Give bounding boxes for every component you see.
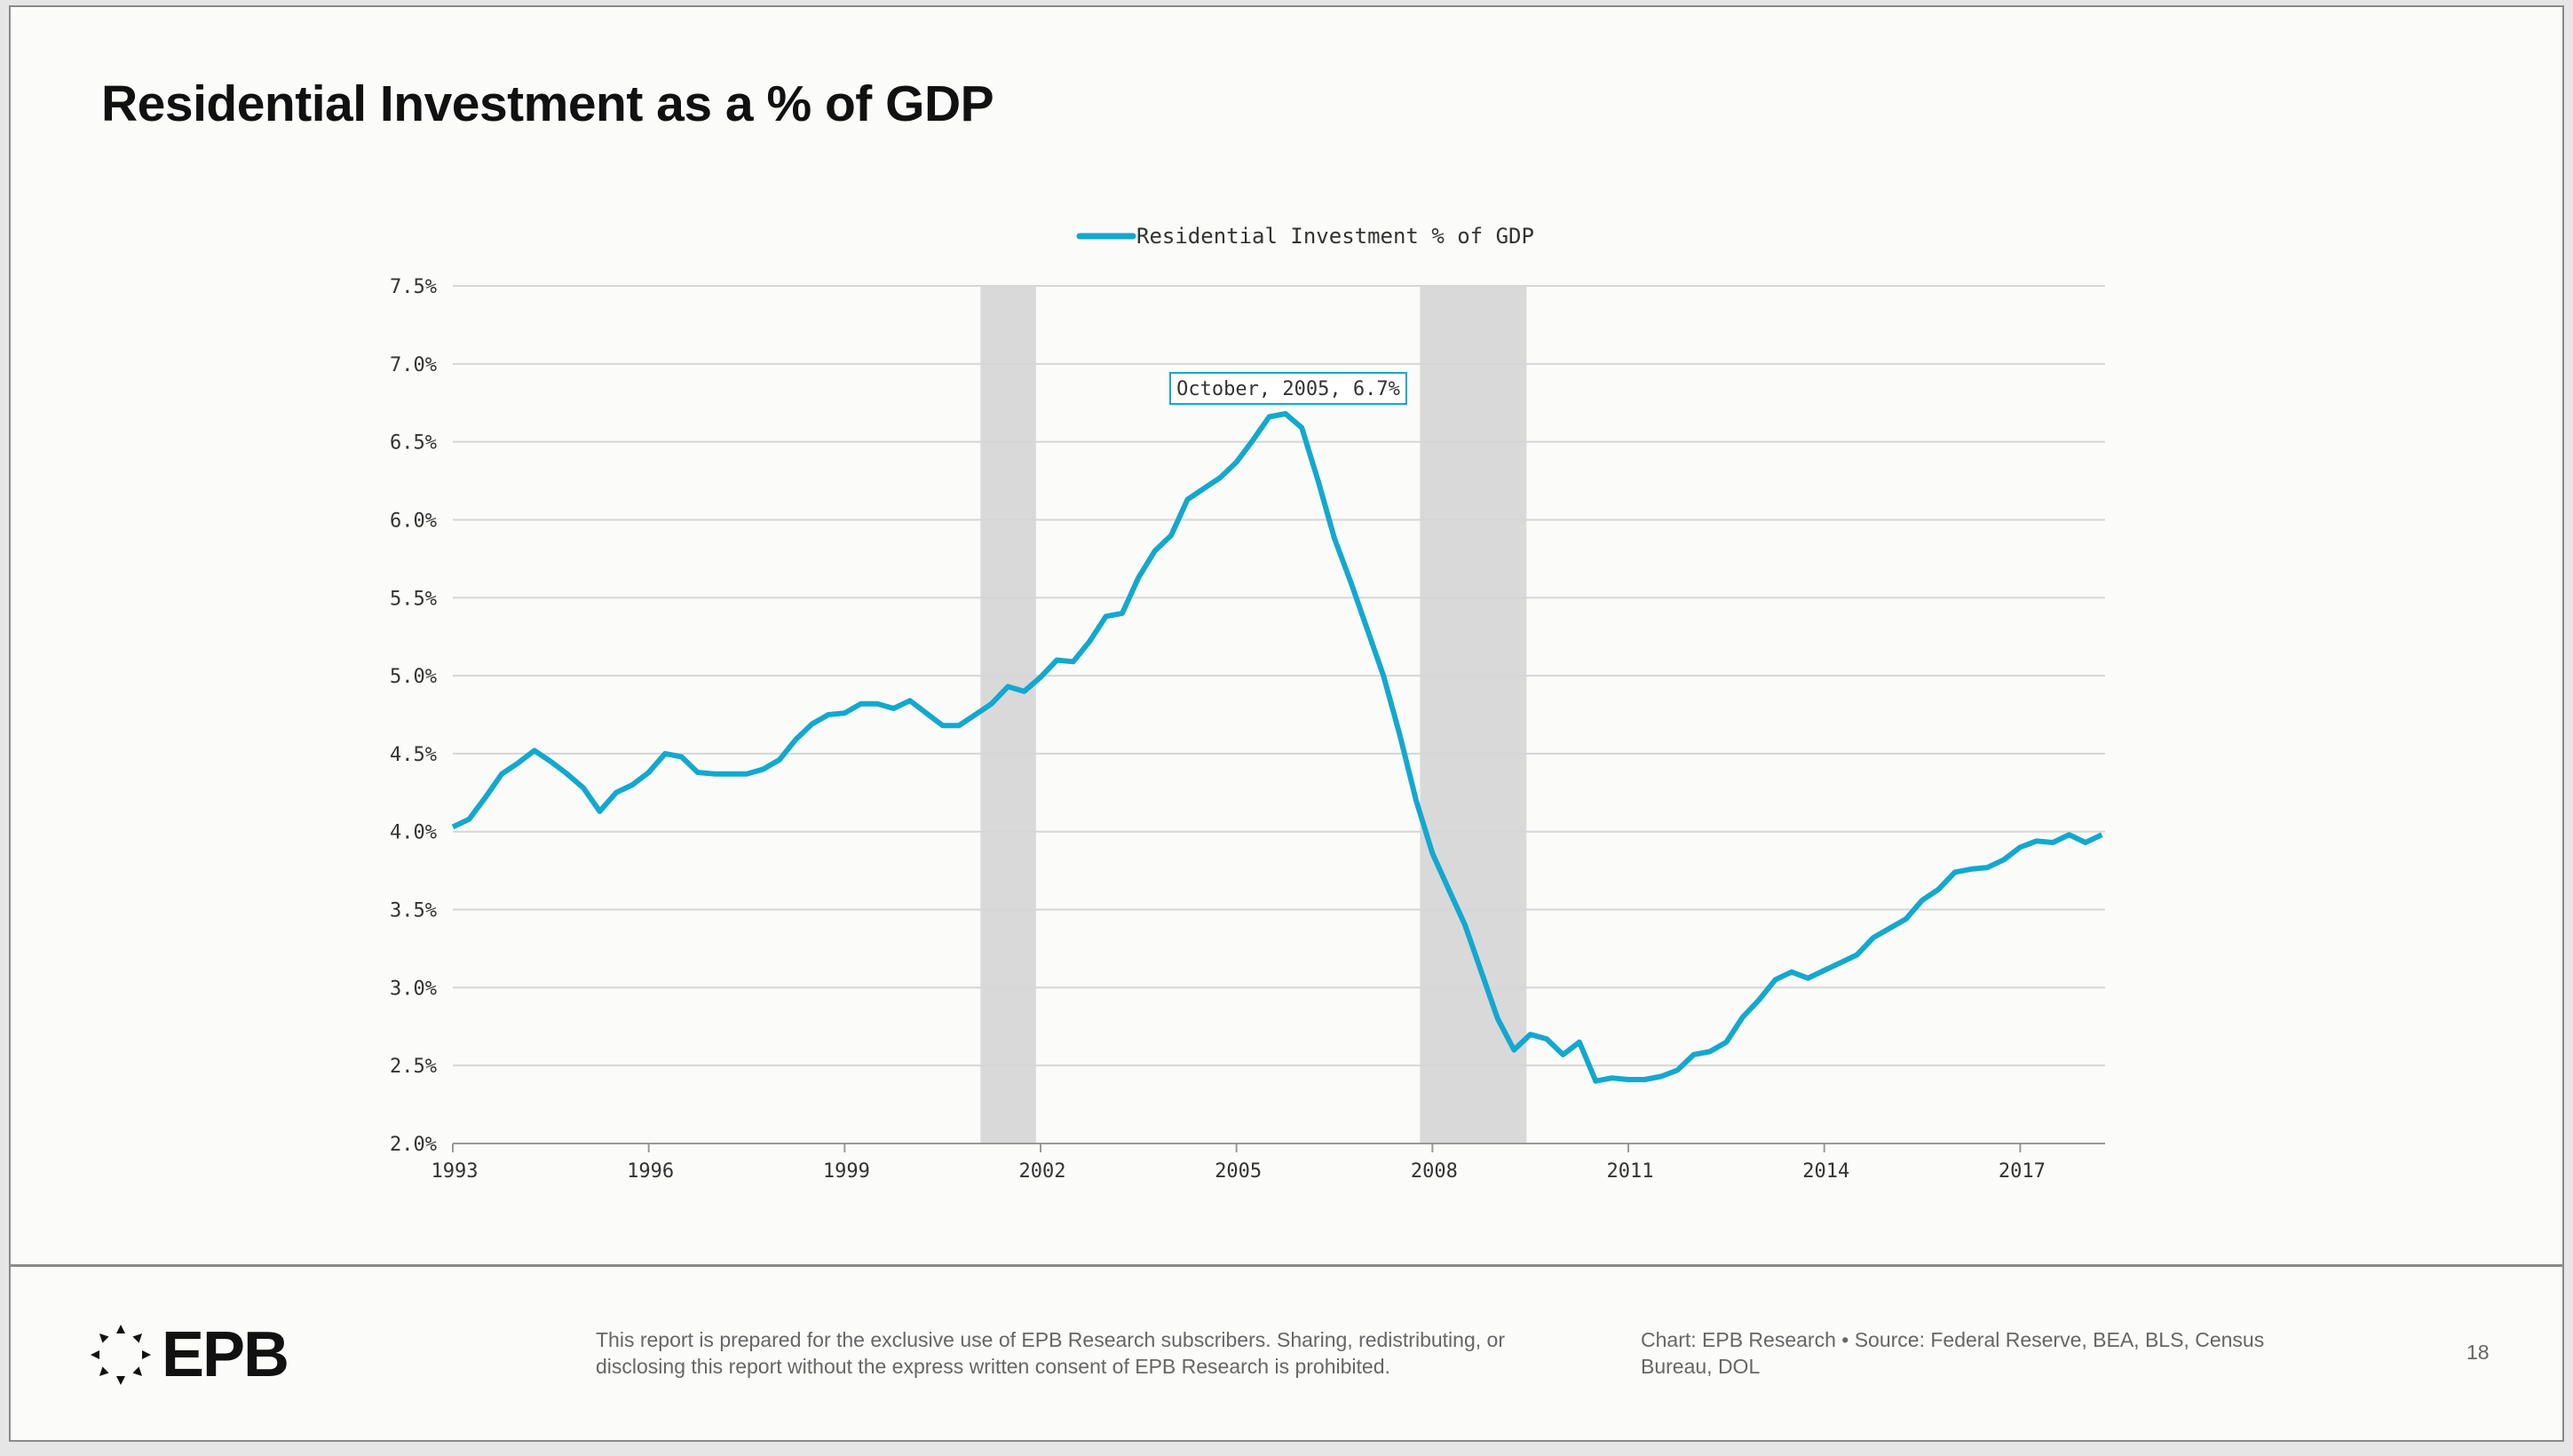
logo-text: EPB [162, 1319, 289, 1390]
x-tick-label: 2014 [1802, 1160, 1849, 1183]
recession-band [1420, 286, 1527, 1143]
x-tick-label: 1996 [627, 1160, 674, 1183]
x-tick-label: 2011 [1607, 1160, 1654, 1183]
chart-legend: Residential Investment % of GDP [1076, 224, 1534, 249]
y-tick-label: 5.5% [390, 588, 437, 610]
y-tick-label: 2.5% [390, 1056, 437, 1078]
peak-annotation: October, 2005, 6.7% [1169, 372, 1407, 405]
source-text: Chart: EPB Research • Source: Federal Re… [1641, 1328, 2265, 1378]
x-tick-label: 1993 [431, 1160, 479, 1183]
y-tick-label: 2.0% [390, 1134, 437, 1156]
y-tick-label: 5.0% [390, 666, 437, 688]
x-tick-label: 1999 [823, 1160, 870, 1183]
page-number: 18 [2466, 1341, 2490, 1364]
x-tick-label: 2008 [1411, 1160, 1458, 1183]
x-tick-label: 2002 [1019, 1160, 1066, 1183]
annotation-box [1169, 372, 1407, 405]
annotation-label: October, 2005, 6.7% [1176, 378, 1400, 400]
slide: Residential Investment as a % of GDP [9, 5, 2564, 1442]
y-tick-label: 6.5% [390, 432, 437, 455]
y-tick-label: 7.5% [390, 276, 437, 298]
y-tick-label: 3.0% [390, 977, 437, 1000]
epb-star-icon [91, 1325, 151, 1385]
page-title: Residential Investment as a % of GDP [101, 75, 994, 132]
y-tick-label: 4.0% [390, 822, 437, 844]
y-tick-label: 6.0% [390, 510, 437, 532]
y-tick-label: 7.0% [390, 354, 437, 376]
y-tick-label: 4.5% [390, 744, 437, 766]
x-tick-label: 2017 [1999, 1160, 2046, 1183]
footer-divider [11, 1264, 2562, 1267]
disclaimer-text: This report is prepared for the exclusiv… [596, 1328, 1505, 1378]
recession-band [980, 286, 1036, 1143]
legend-label: Residential Investment % of GDP [1136, 224, 1534, 249]
x-tick-label: 2005 [1215, 1160, 1262, 1183]
epb-logo: EPB [89, 1318, 289, 1391]
y-tick-label: 3.5% [390, 900, 437, 922]
series-line [451, 411, 2103, 1084]
